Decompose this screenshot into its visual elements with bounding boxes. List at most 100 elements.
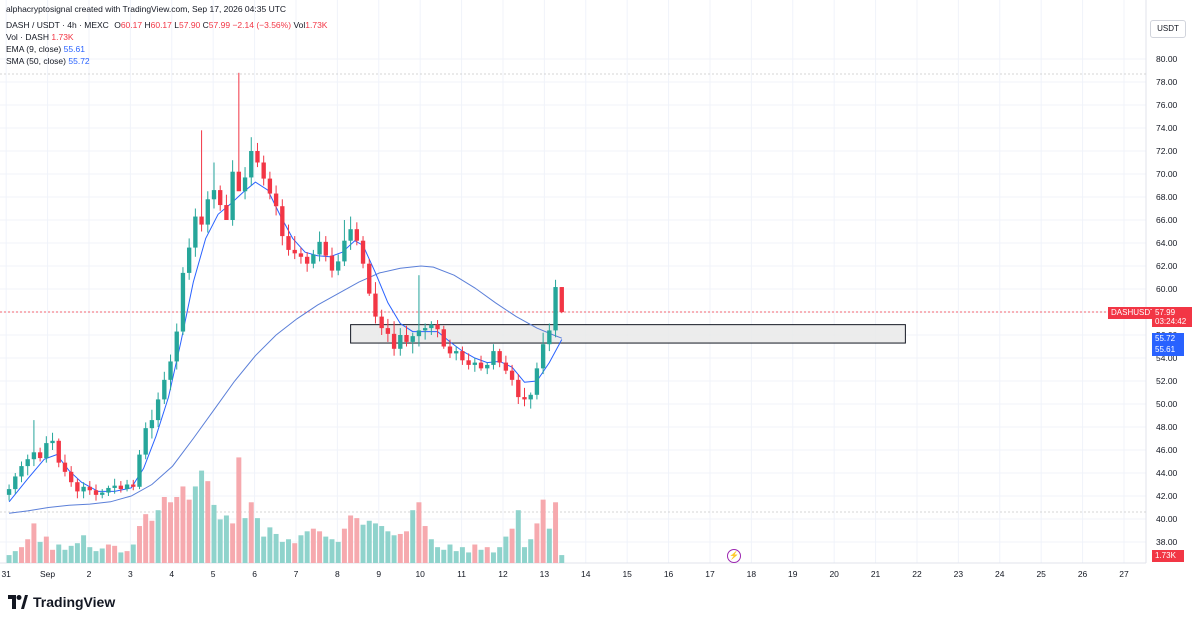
volume-bar [329, 539, 335, 563]
candle-body [261, 162, 266, 179]
vol-label: Vol [293, 20, 306, 30]
time-tick-label: 19 [788, 569, 798, 579]
candle-body [485, 364, 490, 369]
ema-price-badge: 55.61 [1152, 344, 1184, 356]
volume-bar [323, 536, 329, 563]
volume-bar [168, 502, 174, 563]
volume-bar [279, 541, 285, 563]
candle-body [292, 249, 297, 254]
last-price-value: 57.99 [1155, 308, 1176, 317]
countdown-value: 03:24:42 [1155, 317, 1187, 326]
candle-body [559, 287, 564, 313]
candle-body [100, 492, 105, 495]
sma-legend[interactable]: SMA (50, close) 55.72 [6, 56, 90, 67]
price-axis-ticks: 80.00 78.00 76.00 74.00 72.00 70.00 68.00 66.00… [1156, 54, 1178, 547]
volume-bar [112, 545, 118, 563]
candle-body [348, 229, 353, 241]
candle-body [180, 272, 186, 332]
candle-body [249, 151, 254, 178]
candle-body [329, 255, 335, 271]
volume-bar [130, 544, 136, 563]
ema-value: 55.61 [63, 44, 85, 54]
candle-body [360, 240, 366, 264]
volume-bar [62, 549, 68, 563]
candle-body [385, 328, 391, 334]
volume-bar [12, 551, 18, 563]
volume-indicator-legend[interactable]: Vol · DASH 1.73K [6, 32, 74, 43]
candle-body [273, 193, 279, 207]
candle-body [205, 199, 210, 225]
volume-bar [186, 499, 192, 563]
time-tick-label: 16 [664, 569, 674, 579]
volume-bar [6, 555, 12, 563]
volume-bar [509, 528, 515, 563]
candle-body [553, 287, 558, 331]
candle-body [193, 216, 198, 248]
candle-body [211, 190, 217, 200]
candle-body [62, 462, 68, 472]
volume-bar [428, 539, 434, 563]
candle-body [230, 171, 235, 220]
candle-body [522, 397, 527, 400]
chart-grid [0, 0, 1146, 563]
candle-body [304, 256, 310, 264]
price-tick-label: 76.00 [1156, 100, 1178, 110]
volume-bar [236, 457, 242, 563]
volume-bar [310, 528, 316, 563]
volume-bar [93, 551, 99, 563]
volume-bar [31, 523, 37, 563]
volume-bar [522, 547, 527, 563]
high-label: H [144, 20, 151, 30]
candle-body [540, 344, 546, 369]
candle-body [149, 420, 155, 429]
price-tick-label: 40.00 [1156, 514, 1178, 524]
time-tick-label: 21 [871, 569, 881, 579]
candle-body [224, 205, 229, 220]
close-label: C [202, 20, 209, 30]
volume-bar [360, 524, 366, 563]
support-zone-rectangle[interactable] [350, 324, 906, 344]
price-tick-label: 74.00 [1156, 123, 1178, 133]
price-tick-label: 60.00 [1156, 284, 1178, 294]
price-tick-label: 46.00 [1156, 445, 1178, 455]
tradingview-logo-icon [8, 595, 28, 609]
candle-body [25, 459, 30, 467]
volume-bar [50, 549, 56, 563]
volume-bar [478, 549, 484, 563]
candle-body [37, 452, 43, 459]
candle-body [87, 486, 92, 491]
candle-body [323, 241, 328, 256]
volume-badge: 1.73K [1152, 550, 1184, 562]
ema-legend[interactable]: EMA (9, close) 55.61 [6, 44, 85, 55]
time-tick-label: 8 [335, 569, 340, 579]
candle-body [298, 253, 304, 257]
candle-body [13, 476, 18, 490]
price-tick-label: 52.00 [1156, 376, 1178, 386]
time-tick-label: 2 [87, 569, 92, 579]
volume-bar [192, 486, 198, 563]
candle-body [379, 316, 384, 329]
brand-name: TradingView [33, 594, 116, 610]
volume-bar [447, 544, 453, 563]
symbol-ohlc-line: DASH / USDT · 4h · MEXC O60.17 H60.17 L5… [6, 20, 327, 31]
candle-body [143, 428, 148, 455]
symbol-title[interactable]: DASH / USDT · 4h · MEXC [6, 20, 109, 30]
volume-bar [180, 486, 186, 563]
lightning-icon[interactable]: ⚡ [727, 549, 741, 563]
volume-bar [118, 552, 124, 563]
candle-body [547, 330, 552, 345]
candle-body [242, 177, 248, 192]
candle-body [460, 351, 465, 361]
currency-selector[interactable]: USDT [1150, 20, 1186, 38]
volume-bar [149, 520, 155, 563]
candle-body [373, 293, 378, 317]
volume-bar [497, 547, 503, 563]
time-tick-label: 31 [1, 569, 11, 579]
time-tick-label: 26 [1078, 569, 1088, 579]
volume-bar [155, 510, 161, 563]
candle-body [516, 379, 521, 398]
volume-bar [230, 523, 236, 563]
time-tick-label: 17 [705, 569, 715, 579]
time-tick-label: 9 [376, 569, 381, 579]
